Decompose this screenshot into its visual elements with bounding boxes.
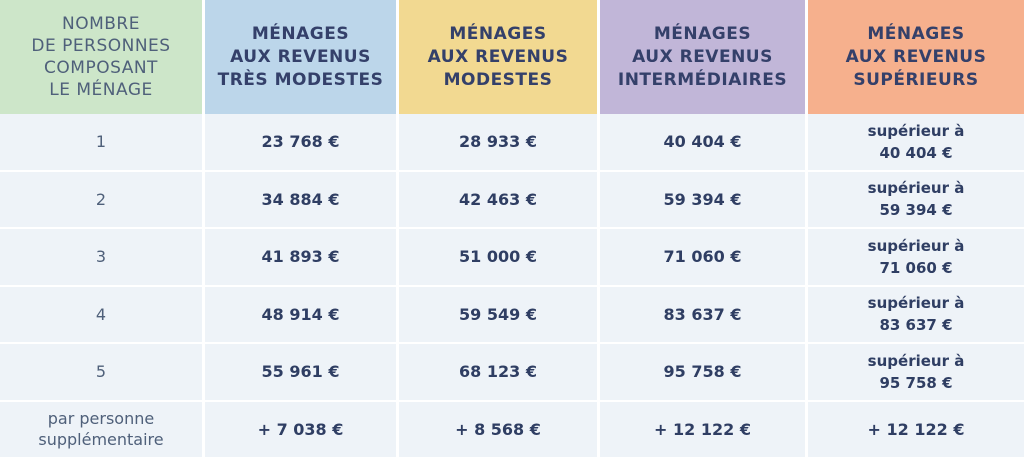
cell-superior-prefix: supérieur à (867, 351, 965, 370)
header-household-size-text: NOMBRE DE PERSONNES COMPOSANT LE MÉNAGE (31, 14, 171, 100)
cell-intermediate: 71 060 € (597, 229, 805, 287)
cell-superior-value: 71 060 € (879, 258, 953, 277)
row-label: 1 (0, 114, 202, 172)
cell-superior: supérieur à 59 394 € (805, 171, 1024, 229)
cell-very-modest: 41 893 € (202, 229, 396, 287)
cell-modest: 59 549 € (396, 286, 597, 344)
cell-intermediate: 83 637 € (597, 286, 805, 344)
cell-intermediate: 59 394 € (597, 171, 805, 229)
header-superior-text: MÉNAGES AUX REVENUS SUPÉRIEURS (845, 23, 987, 90)
header-superior: MÉNAGES AUX REVENUS SUPÉRIEURS (805, 0, 1024, 114)
cell-very-modest: 34 884 € (202, 171, 396, 229)
cell-superior-prefix: supérieur à (867, 236, 965, 255)
cell-modest-extra: + 8 568 € (396, 401, 597, 459)
cell-intermediate: 40 404 € (597, 114, 805, 172)
row-label: 2 (0, 171, 202, 229)
row-label: 5 (0, 344, 202, 402)
cell-superior: supérieur à 83 637 € (805, 286, 1024, 344)
cell-modest: 28 933 € (396, 114, 597, 172)
row-label-extra-line2: supplémentaire (38, 430, 164, 450)
cell-superior: supérieur à 71 060 € (805, 229, 1024, 287)
cell-modest: 42 463 € (396, 171, 597, 229)
cell-superior-prefix: supérieur à (867, 121, 965, 140)
cell-superior-value: 59 394 € (879, 201, 953, 220)
cell-very-modest-extra: + 7 038 € (202, 401, 396, 459)
cell-superior: supérieur à 40 404 € (805, 114, 1024, 172)
row-label-extra-line1: par personne (47, 409, 155, 429)
header-very-modest-text: MÉNAGES AUX REVENUS TRÈS MODESTES (217, 23, 384, 90)
cell-superior-prefix: supérieur à (867, 294, 965, 313)
cell-modest: 68 123 € (396, 344, 597, 402)
cell-superior-prefix: supérieur à (867, 179, 965, 198)
cell-superior-value: 40 404 € (879, 143, 953, 162)
cell-modest: 51 000 € (396, 229, 597, 287)
cell-superior-value: 95 758 € (879, 373, 953, 392)
header-modest: MÉNAGES AUX REVENUS MODESTES (396, 0, 597, 114)
cell-very-modest: 55 961 € (202, 344, 396, 402)
header-very-modest: MÉNAGES AUX REVENUS TRÈS MODESTES (202, 0, 396, 114)
cell-superior-value: 83 637 € (879, 316, 953, 335)
cell-very-modest: 23 768 € (202, 114, 396, 172)
cell-superior-extra: + 12 122 € (805, 401, 1024, 459)
row-label: 4 (0, 286, 202, 344)
header-household-size: NOMBRE DE PERSONNES COMPOSANT LE MÉNAGE (0, 0, 202, 114)
row-label-extra-person: par personne supplémentaire (0, 401, 202, 459)
cell-intermediate: 95 758 € (597, 344, 805, 402)
header-intermediate: MÉNAGES AUX REVENUS INTERMÉDIAIRES (597, 0, 805, 114)
cell-very-modest: 48 914 € (202, 286, 396, 344)
row-label: 3 (0, 229, 202, 287)
cell-superior: supérieur à 95 758 € (805, 344, 1024, 402)
cell-intermediate-extra: + 12 122 € (597, 401, 805, 459)
header-intermediate-text: MÉNAGES AUX REVENUS INTERMÉDIAIRES (617, 23, 788, 90)
header-modest-text: MÉNAGES AUX REVENUS MODESTES (427, 23, 569, 90)
